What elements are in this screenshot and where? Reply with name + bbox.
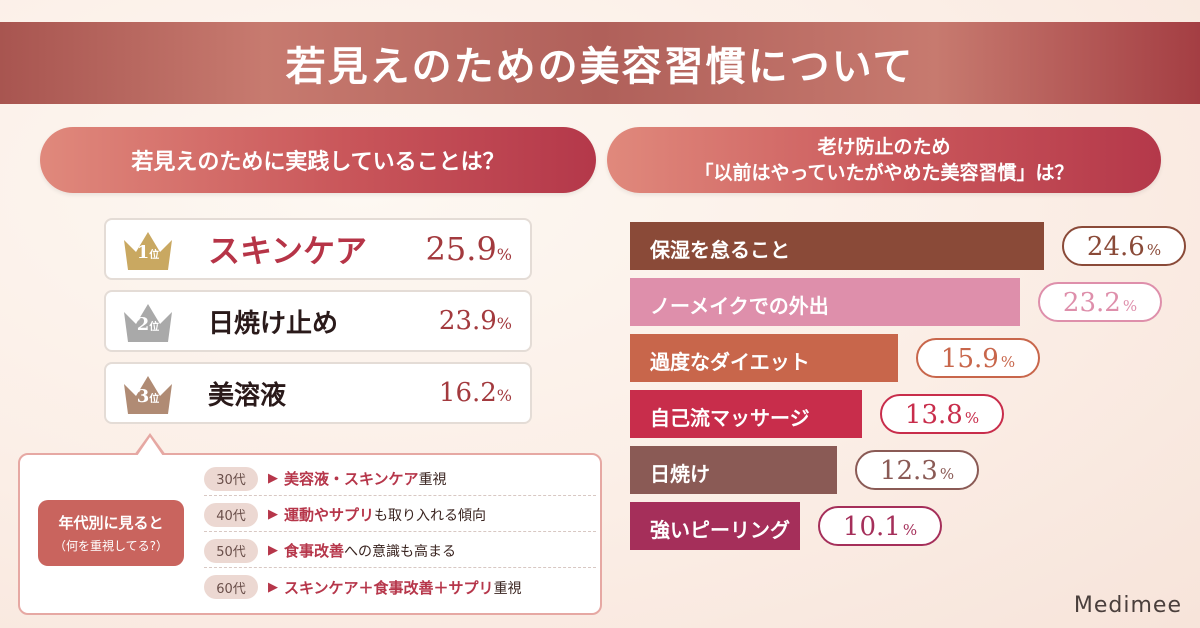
brand-logo: Medimee xyxy=(1073,593,1182,618)
bar-value-label: 12.3% xyxy=(855,450,979,490)
bar-label: 保湿を怠ること xyxy=(650,238,790,262)
age-tag: 50代 xyxy=(204,538,258,563)
age-highlight: 運動やサプリ xyxy=(284,506,375,524)
rank-unit: % xyxy=(496,314,512,333)
age-badge-title: 年代別に見ると xyxy=(58,514,164,532)
age-row-50s: 50代 ▶ 食事改善への意識も高まる xyxy=(204,534,596,568)
age-rest: への意識も高まる xyxy=(344,544,457,560)
age-badge-subtitle: （何を重視してる?） xyxy=(53,539,168,553)
bar-unit: % xyxy=(902,521,918,539)
rank-label: スキンケア xyxy=(208,232,368,270)
rank-unit: % xyxy=(496,386,512,405)
rank-value: 23.9 xyxy=(438,306,497,336)
age-tag: 30代 xyxy=(204,466,258,491)
crown-gold-icon xyxy=(120,226,176,274)
bar-chart: 保湿を怠ること 24.6% ノーメイクでの外出 23.2% 過度なダイエット 15.9% 自… xyxy=(630,222,1190,562)
bar-value: 23.2 xyxy=(1062,288,1121,318)
bar-value-label: 10.1% xyxy=(818,506,942,546)
age-rest: 重視 xyxy=(493,580,522,597)
bar-unit: % xyxy=(1000,353,1016,371)
arrow-right-icon: ▶ xyxy=(268,507,278,522)
age-tag: 40代 xyxy=(204,502,258,527)
bar-unit: % xyxy=(1146,241,1162,259)
rank-number: 3 xyxy=(136,386,150,407)
age-row-40s: 40代 ▶ 運動やサプリも取り入れる傾向 xyxy=(204,498,596,532)
bar-value: 15.9 xyxy=(940,344,999,374)
bar-2 xyxy=(630,278,1020,326)
bar-5 xyxy=(630,446,837,494)
bar-value-label: 13.8% xyxy=(880,394,1004,434)
bar-unit: % xyxy=(1122,297,1138,315)
arrow-right-icon: ▶ xyxy=(268,543,278,558)
right-heading-line2: 「以前はやっていたがやめた美容習慣」は？ xyxy=(694,162,1074,184)
bar-label: 自己流マッサージ xyxy=(650,406,810,430)
rank-number: 1 xyxy=(136,242,150,263)
rank-number: 2 xyxy=(136,314,150,335)
bar-value-label: 23.2% xyxy=(1038,282,1162,322)
bar-value-label: 24.6% xyxy=(1062,226,1186,266)
age-highlight: スキンケア＋食事改善＋サプリ xyxy=(284,578,494,597)
title-banner: 若見えのための美容習慣について xyxy=(0,22,1200,104)
bar-label: 強いピーリング xyxy=(650,518,790,542)
bar-value: 10.1 xyxy=(842,512,901,542)
rank-item-2: 2位 日焼け止め 23.9% xyxy=(104,290,532,352)
bar-value: 12.3 xyxy=(879,456,938,486)
rank-unit: % xyxy=(496,245,512,264)
rank-label: 美溶液 xyxy=(208,380,287,411)
arrow-right-icon: ▶ xyxy=(268,471,278,486)
age-rest: 重視 xyxy=(418,472,447,488)
bar-unit: % xyxy=(939,465,955,483)
right-heading-line1: 老け防止のため xyxy=(817,136,951,158)
bar-label: 日焼け xyxy=(650,462,710,486)
age-row-30s: 30代 ▶ 美容液・スキンケア重視 xyxy=(204,462,596,496)
right-section-heading: 老け防止のため 「以前はやっていたがやめた美容習慣」は？ xyxy=(607,127,1161,193)
rank-label: 日焼け止め xyxy=(208,308,339,339)
crown-bronze-icon xyxy=(120,370,176,418)
rank-suffix: 位 xyxy=(149,250,160,261)
age-row-60s: 60代 ▶ スキンケア＋食事改善＋サプリ重視 xyxy=(204,570,596,604)
bar-label: 過度なダイエット xyxy=(650,350,810,374)
bar-label: ノーメイクでの外出 xyxy=(650,294,829,318)
age-badge: 年代別に見ると （何を重視してる?） xyxy=(38,500,184,566)
arrow-right-icon: ▶ xyxy=(268,579,278,595)
bar-6 xyxy=(630,502,800,550)
bar-3 xyxy=(630,334,898,382)
rank-value: 16.2 xyxy=(438,378,497,408)
age-tag: 60代 xyxy=(204,575,258,599)
bar-unit: % xyxy=(964,409,980,427)
rank-suffix: 位 xyxy=(149,322,160,333)
bar-4 xyxy=(630,390,862,438)
bar-value: 13.8 xyxy=(904,400,963,430)
page-title: 若見えのための美容習慣について xyxy=(285,43,915,90)
bar-1 xyxy=(630,222,1044,270)
rank-item-3: 3位 美溶液 16.2% xyxy=(104,362,532,424)
bar-value-label: 15.9% xyxy=(916,338,1040,378)
left-heading-text: 若見えのために実践していることは？ xyxy=(131,149,505,175)
rank-item-1: 1位 スキンケア 25.9% xyxy=(104,218,532,280)
age-highlight: 食事改善 xyxy=(284,542,345,560)
rank-suffix: 位 xyxy=(149,394,160,405)
left-section-heading: 若見えのために実践していることは？ xyxy=(40,127,596,193)
bar-value: 24.6 xyxy=(1086,232,1145,262)
rank-value: 25.9 xyxy=(425,230,497,268)
age-rest: も取り入れる傾向 xyxy=(374,508,487,524)
age-highlight: 美容液・スキンケア xyxy=(284,470,419,488)
crown-silver-icon xyxy=(120,298,176,346)
